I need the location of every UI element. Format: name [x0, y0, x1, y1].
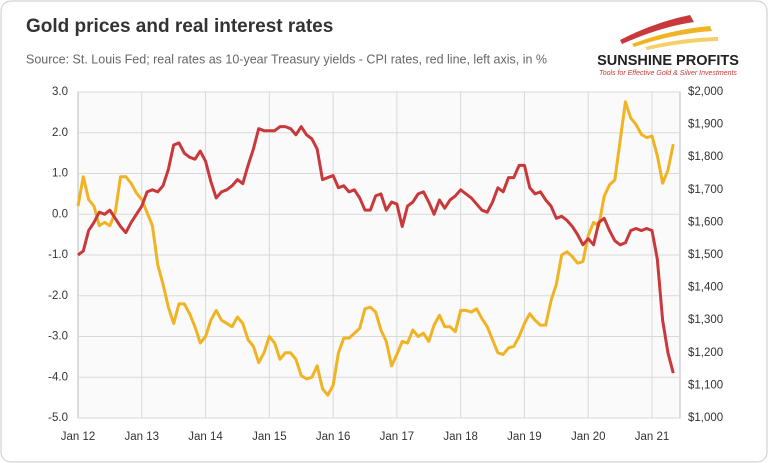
logo-swoosh	[632, 26, 712, 47]
y2-tick-label: $1,800	[688, 151, 723, 163]
x-tick-label: Jan 13	[125, 431, 160, 443]
logo-name: SUNSHINE PROFITS	[597, 53, 739, 69]
y-tick-label: 0.0	[52, 208, 68, 220]
y2-tick-label: $1,200	[688, 347, 723, 359]
y-tick-label: -4.0	[48, 371, 68, 383]
x-tick-label: Jan 18	[443, 431, 478, 443]
y2-tick-label: $1,700	[688, 184, 723, 196]
y2-tick-label: $1,600	[688, 216, 723, 228]
x-tick-label: Jan 20	[571, 431, 606, 443]
y2-tick-label: $1,100	[688, 379, 723, 391]
x-tick-label: Jan 19	[507, 431, 542, 443]
y2-tick-label: $1,300	[688, 314, 723, 326]
y-tick-label: -3.0	[48, 331, 68, 343]
y-tick-label: 1.0	[52, 168, 68, 180]
x-tick-label: Jan 15	[252, 431, 287, 443]
chart-title: Gold prices and real interest rates	[26, 16, 333, 37]
x-tick-label: Jan 21	[635, 431, 670, 443]
data-line	[77, 125, 675, 374]
x-tick-label: Jan 17	[380, 431, 415, 443]
y2-tick-label: $1,000	[688, 412, 723, 424]
y-tick-label: 2.0	[52, 127, 68, 139]
y-tick-label: 3.0	[52, 86, 68, 98]
chart-subtitle: Source: St. Louis Fed; real rates as 10-…	[26, 52, 547, 66]
y2-tick-label: $1,400	[688, 282, 723, 294]
y2-tick-label: $1,900	[688, 119, 723, 131]
logo-swoosh	[620, 15, 694, 44]
logo-swoosh	[645, 37, 718, 50]
logo-tagline: Tools for Effective Gold & Silver Invest…	[599, 70, 737, 77]
x-tick-label: Jan 16	[316, 431, 351, 443]
data-line	[76, 100, 675, 397]
y2-tick-label: $1,500	[688, 249, 723, 261]
y-tick-label: -5.0	[48, 412, 68, 424]
x-tick-label: Jan 14	[188, 431, 223, 443]
y-tick-label: -2.0	[48, 290, 68, 302]
y2-tick-label: $2,000	[688, 86, 723, 98]
logo: SUNSHINE PROFITS Tools for Effective Gol…	[597, 15, 739, 77]
x-tick-label: Jan 12	[61, 431, 96, 443]
y-tick-label: -1.0	[48, 249, 68, 261]
